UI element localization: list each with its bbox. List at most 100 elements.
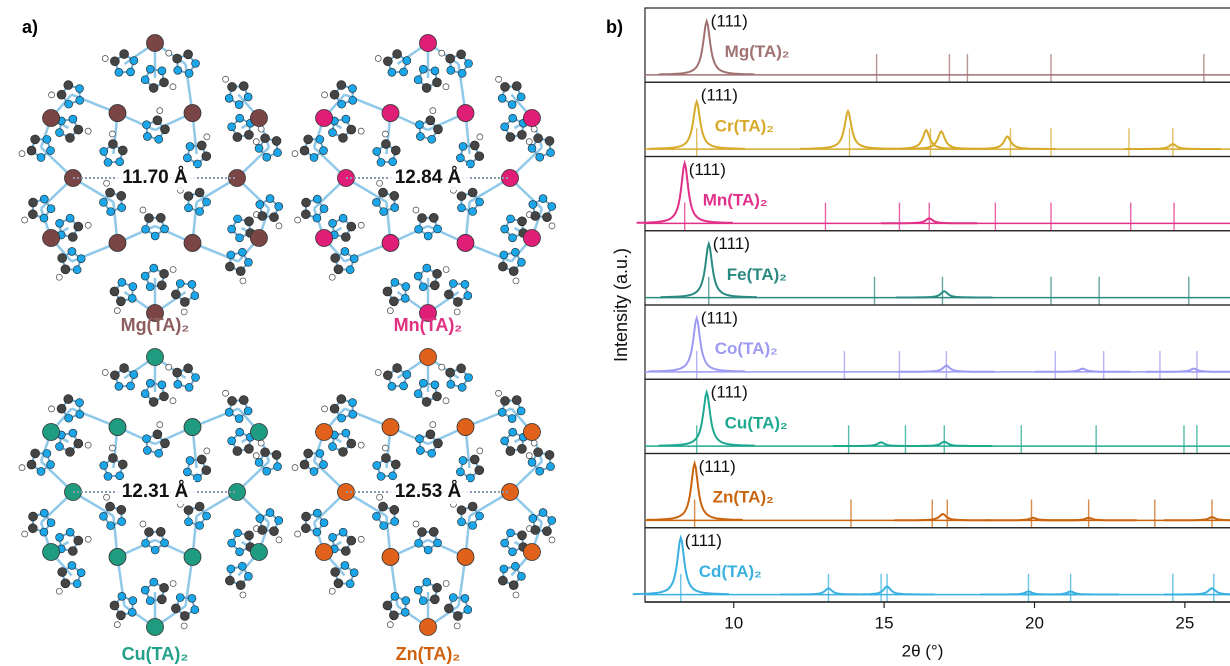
atom [387, 622, 393, 628]
atom [56, 588, 62, 594]
atom [116, 472, 124, 480]
atom [127, 68, 135, 76]
atom [174, 380, 182, 388]
atom [266, 195, 274, 203]
atom [276, 223, 282, 229]
atom [457, 50, 466, 59]
atom [446, 368, 455, 377]
atom [381, 454, 390, 463]
atom [120, 364, 129, 373]
atom [403, 371, 411, 379]
atom [320, 205, 328, 213]
atom [253, 453, 259, 459]
atom [141, 76, 149, 84]
atom [143, 132, 151, 140]
atom [170, 581, 176, 587]
atom [507, 215, 515, 223]
atom [58, 254, 67, 263]
atom [140, 521, 146, 527]
atom [422, 83, 431, 92]
atom [110, 601, 119, 610]
atom [77, 255, 85, 263]
atom [329, 219, 337, 227]
metal-atom [420, 349, 437, 366]
atom [443, 84, 449, 90]
atom [73, 266, 81, 274]
atom [531, 211, 540, 220]
atom [379, 502, 388, 511]
atom [346, 266, 354, 274]
atom [390, 505, 399, 514]
atom [414, 272, 422, 280]
atom [434, 539, 442, 547]
atom [501, 437, 509, 445]
atom [402, 283, 410, 291]
distance-label: 12.31 Å [122, 481, 189, 502]
peak-label: (111) [699, 457, 736, 476]
atom [150, 578, 158, 586]
atom [458, 383, 466, 391]
atom [430, 595, 439, 604]
atom [118, 518, 126, 526]
atom [526, 139, 532, 145]
atom [329, 274, 335, 280]
atom [447, 380, 455, 388]
atom [146, 597, 154, 605]
atom [228, 123, 236, 131]
atom [444, 290, 453, 299]
atom [509, 267, 518, 276]
atom [547, 463, 555, 471]
atom [383, 287, 392, 296]
atom [102, 56, 108, 62]
atom [373, 461, 381, 469]
atom [240, 592, 246, 598]
atom [389, 611, 398, 620]
atom [313, 214, 321, 222]
atom [549, 537, 555, 543]
atom [170, 267, 176, 273]
metal-atom [147, 619, 164, 636]
metal-atom [250, 110, 267, 127]
atom [341, 561, 349, 569]
atom [423, 264, 431, 272]
atom [403, 57, 411, 65]
peak [893, 131, 989, 149]
atom [109, 445, 115, 451]
atom [428, 449, 436, 457]
atom [542, 213, 551, 222]
atom [225, 408, 233, 416]
atom [274, 463, 282, 471]
atom [151, 232, 159, 240]
x-axis-title: 2θ (°) [902, 641, 944, 660]
atom [465, 59, 473, 67]
atom [37, 467, 45, 475]
atom [509, 548, 517, 556]
atom [377, 180, 383, 186]
atom [149, 397, 158, 406]
atom [468, 502, 477, 511]
atom [104, 472, 112, 480]
metal-atom [43, 110, 60, 127]
structure-label: Zn(TA)₂ [396, 644, 461, 664]
atom [350, 255, 358, 263]
metal-atom [457, 419, 474, 436]
atom [464, 606, 472, 614]
atom [157, 281, 166, 290]
atom [104, 494, 110, 500]
atom [545, 450, 554, 459]
atom [465, 373, 473, 381]
atom [234, 529, 242, 537]
atom [329, 588, 335, 594]
atom [76, 85, 84, 93]
atom [292, 151, 298, 157]
metal-atom [250, 544, 267, 561]
atom [517, 444, 526, 453]
metal-atom [457, 105, 474, 122]
metal-atom [523, 544, 540, 561]
atom [228, 437, 236, 445]
atom [196, 208, 204, 216]
atom [430, 422, 436, 428]
atom [184, 364, 193, 373]
atom [202, 152, 211, 161]
atom [456, 468, 464, 476]
